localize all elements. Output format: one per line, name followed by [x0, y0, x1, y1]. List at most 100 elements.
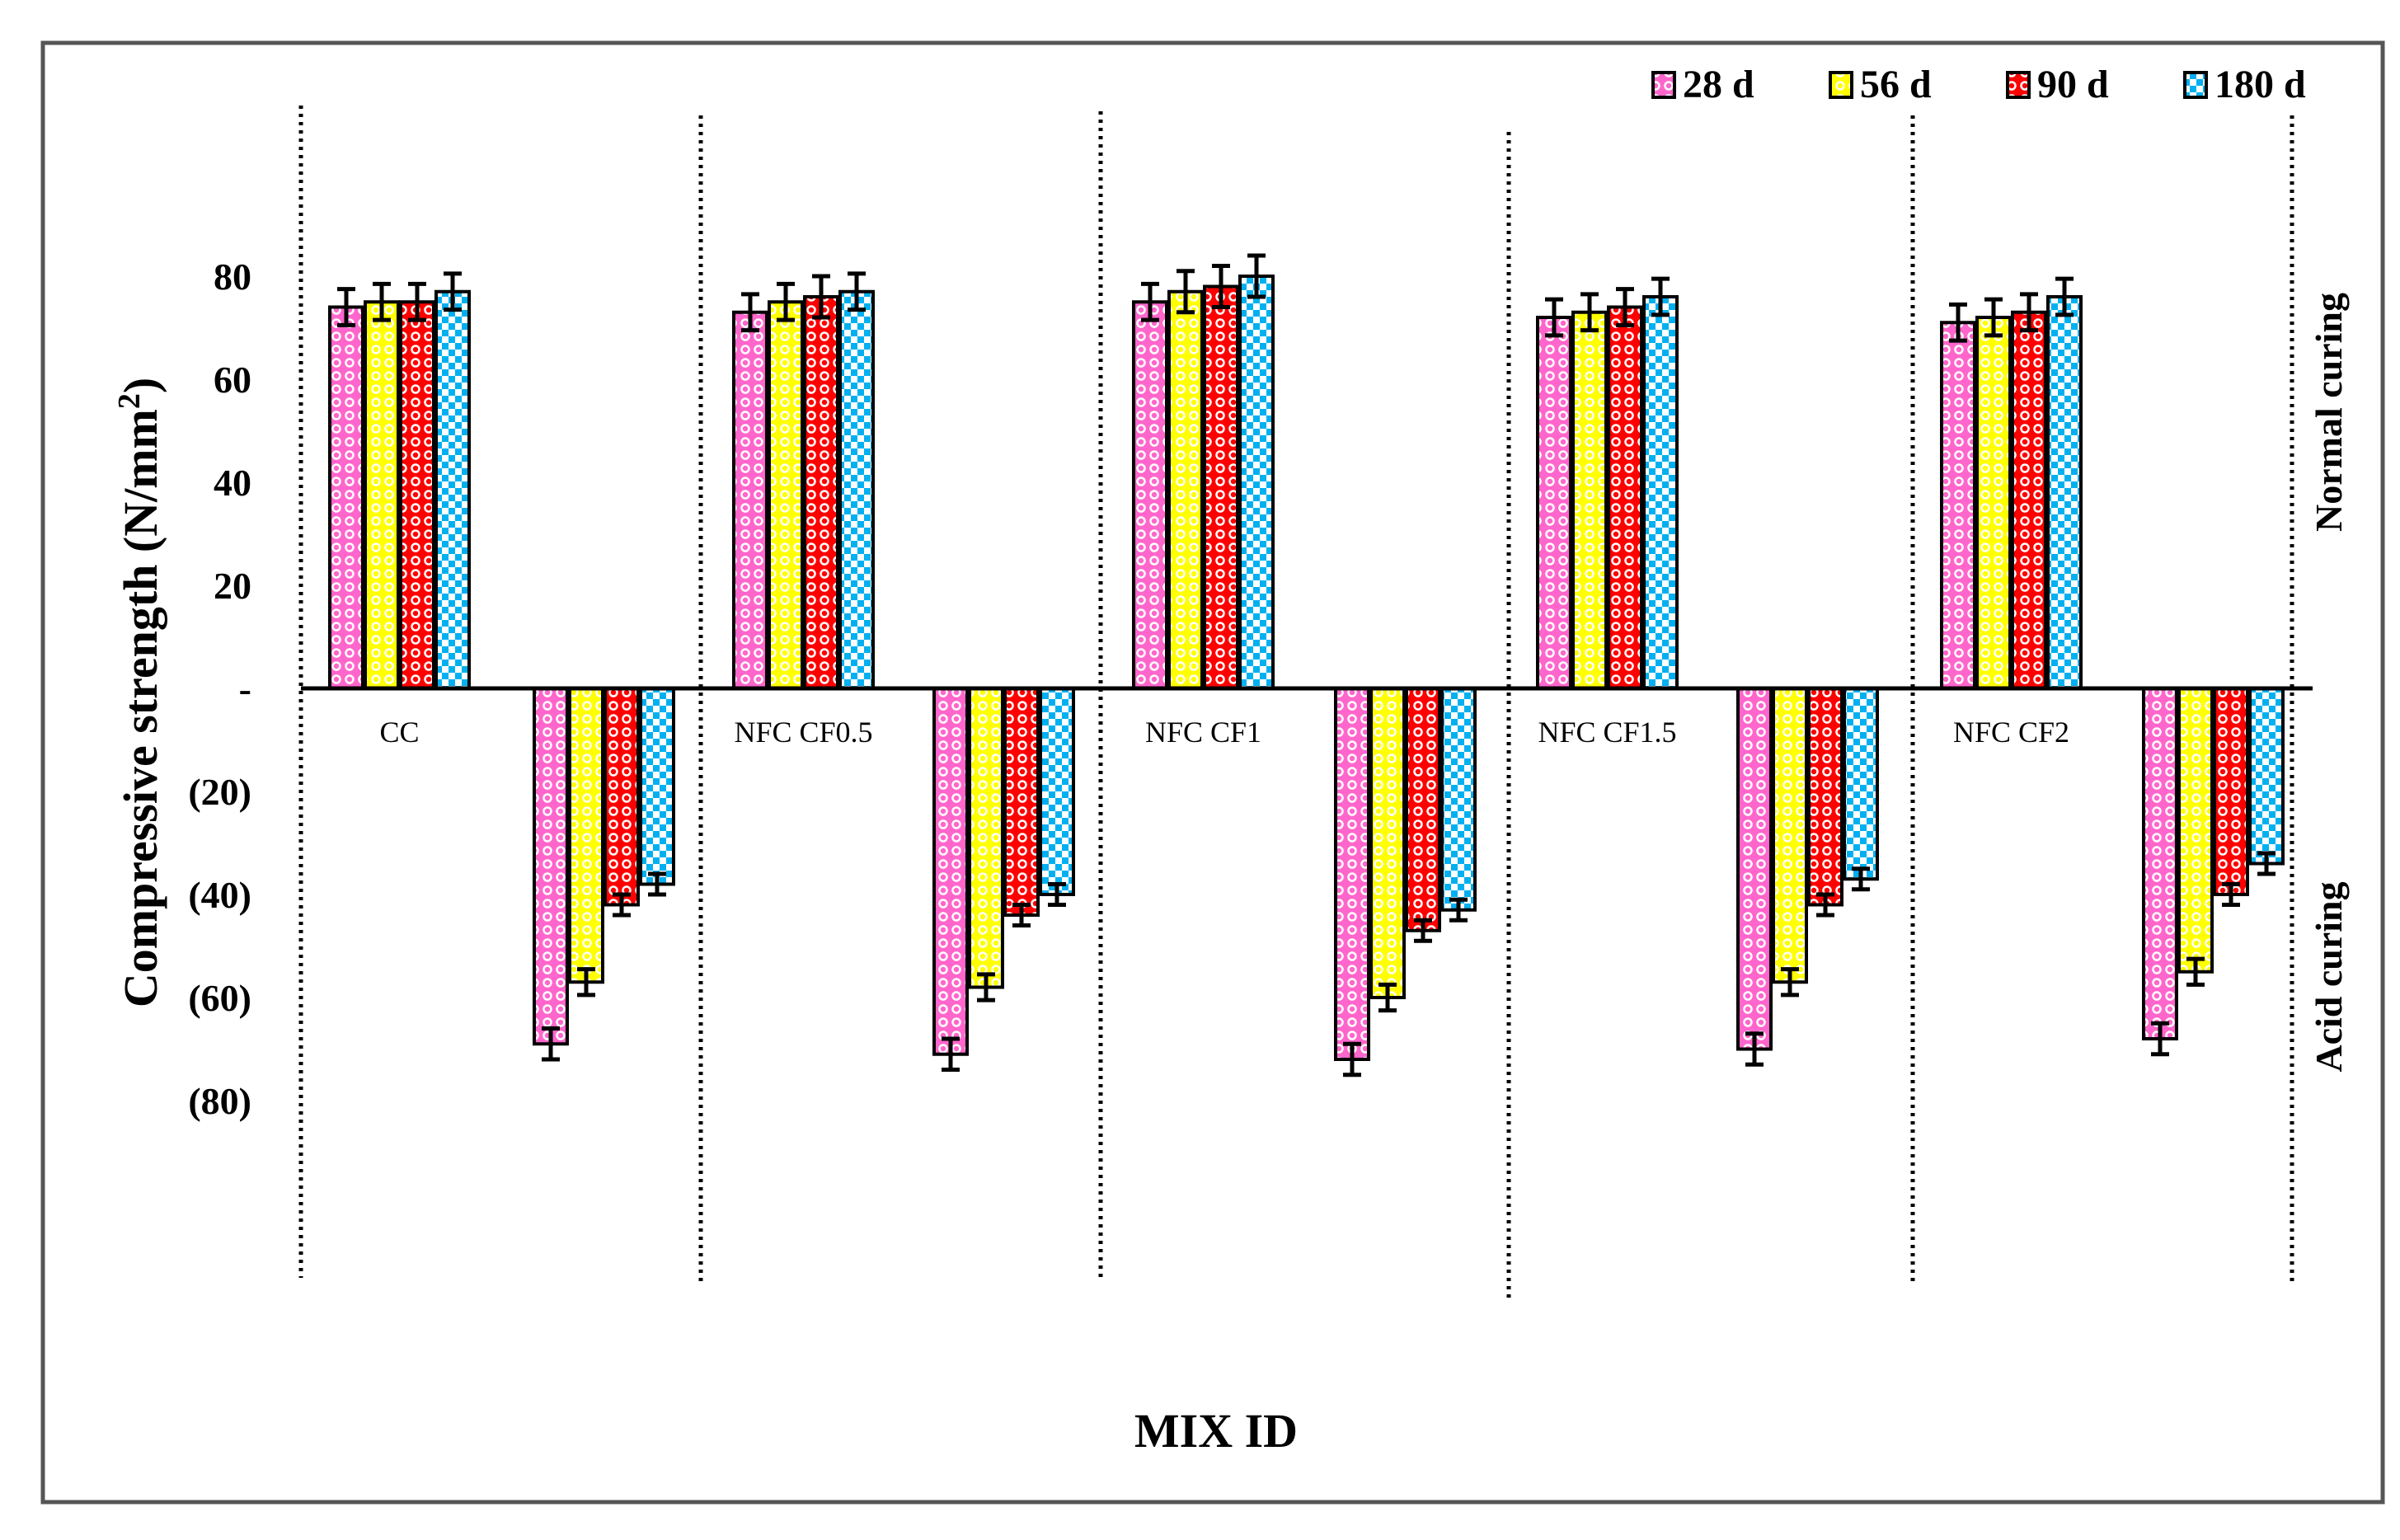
legend-swatch: [1829, 71, 1853, 99]
bar-90d: [803, 295, 839, 690]
separator-lines: [298, 106, 2294, 1298]
category-label: NFC CF0.5: [734, 716, 872, 749]
bar-180d: [1440, 687, 1477, 912]
bar-56d: [968, 687, 1004, 989]
bar-28d: [533, 687, 569, 1046]
bar-28d: [1132, 300, 1168, 690]
error-bar: [1545, 297, 1563, 338]
bar-56d: [768, 300, 804, 690]
error-bar: [812, 274, 830, 320]
y-tick-label: 60: [214, 359, 251, 401]
error-bar: [1048, 882, 1066, 907]
legend-swatch: [2183, 71, 2208, 99]
legend-swatch: [2006, 71, 2031, 99]
normal-curing-label: Normal curing: [2308, 293, 2350, 532]
bar-90d: [1203, 284, 1239, 690]
bar-28d: [2142, 687, 2178, 1040]
error-bar: [1745, 1031, 1764, 1067]
error-bar: [942, 1036, 960, 1072]
error-bar: [1343, 1041, 1361, 1078]
bar-56d: [364, 300, 400, 690]
bar-180d: [2248, 687, 2285, 866]
legend-label: 90 d: [2037, 63, 2109, 106]
bar-28d: [328, 305, 364, 690]
bar-180d: [434, 289, 471, 690]
bar-90d: [1807, 687, 1843, 907]
error-bar: [1781, 967, 1799, 998]
y-axis-ticks: 80 60 40 20 - (20) (40) (60) (80): [188, 256, 251, 1122]
y-tick-label: 40: [214, 462, 251, 504]
bar-180d: [639, 687, 675, 886]
x-axis-title: MIX ID: [1134, 1404, 1298, 1458]
bar-90d: [1607, 305, 1643, 690]
bar-56d: [1167, 289, 1204, 690]
error-bar: [1247, 253, 1266, 299]
bar-56d: [1369, 687, 1406, 999]
error-bar: [2151, 1021, 2169, 1057]
error-bar: [1012, 903, 1031, 927]
error-bar: [977, 972, 995, 1002]
bar-180d: [2046, 295, 2083, 690]
bar-180d: [838, 289, 875, 690]
bar-56d: [568, 687, 604, 984]
error-bar: [1177, 269, 1195, 315]
legend-item: 180 d: [2183, 63, 2306, 106]
error-bar: [1651, 276, 1670, 317]
error-bar: [542, 1026, 560, 1062]
y-tick-label: -: [239, 668, 251, 710]
category-label: NFC CF1.5: [1538, 716, 1676, 749]
bar-180d: [1642, 295, 1679, 690]
bar-28d: [732, 310, 768, 690]
error-bar: [1580, 292, 1599, 333]
bar-90d: [399, 300, 435, 690]
bar-180d: [1843, 687, 1879, 881]
y-tick-label: 80: [214, 256, 251, 298]
bar-180d: [1238, 275, 1275, 690]
error-bar: [2257, 851, 2276, 876]
legend: 28 d 56 d 90 d 180 d: [1651, 63, 2306, 106]
bar-28d: [1334, 687, 1370, 1061]
error-bar: [577, 967, 595, 998]
legend-label: 28 d: [1683, 63, 1754, 106]
bar-28d: [1736, 687, 1773, 1051]
error-bars-group: [337, 253, 2276, 1078]
bar-56d: [1975, 316, 2012, 690]
category-labels: CC NFC CF0.5 NFC CF1 NFC CF1.5 NFC CF2: [379, 716, 2069, 749]
error-bar: [741, 292, 759, 333]
error-bar: [408, 281, 426, 322]
category-label: NFC CF1: [1145, 716, 1261, 749]
bar-28d: [932, 687, 969, 1056]
error-bar: [1984, 297, 2003, 338]
legend-label: 56 d: [1860, 63, 1932, 106]
y-tick-label: (40): [188, 874, 251, 916]
error-bar: [2186, 956, 2205, 987]
y-tick-label: (20): [188, 771, 251, 813]
legend-swatch: [1651, 71, 1676, 99]
error-bar: [1449, 897, 1468, 923]
legend-label: 180 d: [2214, 63, 2306, 106]
bar-90d: [604, 687, 640, 907]
bar-90d: [2213, 687, 2249, 896]
category-label: CC: [379, 716, 419, 749]
error-bar: [1212, 264, 1230, 309]
error-bar: [1816, 892, 1834, 918]
error-bar: [613, 892, 631, 918]
bar-90d: [1405, 687, 1441, 932]
error-bar: [1378, 982, 1397, 1013]
bar-28d: [1536, 316, 1572, 690]
error-bar: [648, 871, 666, 897]
bar-90d: [2011, 310, 2047, 690]
error-bar: [2055, 276, 2074, 317]
error-bar: [2222, 882, 2240, 907]
bar-180d: [1039, 687, 1075, 896]
error-bar: [848, 271, 866, 312]
y-axis-title: Compressive strength (N/mm2): [112, 378, 167, 1007]
error-bar: [1616, 287, 1634, 327]
error-bar: [1949, 302, 1967, 343]
error-bar: [777, 281, 795, 322]
category-label: NFC CF2: [1953, 716, 2069, 749]
error-bar: [1414, 918, 1432, 943]
error-bar: [444, 271, 462, 312]
y-tick-label: (80): [188, 1080, 251, 1122]
